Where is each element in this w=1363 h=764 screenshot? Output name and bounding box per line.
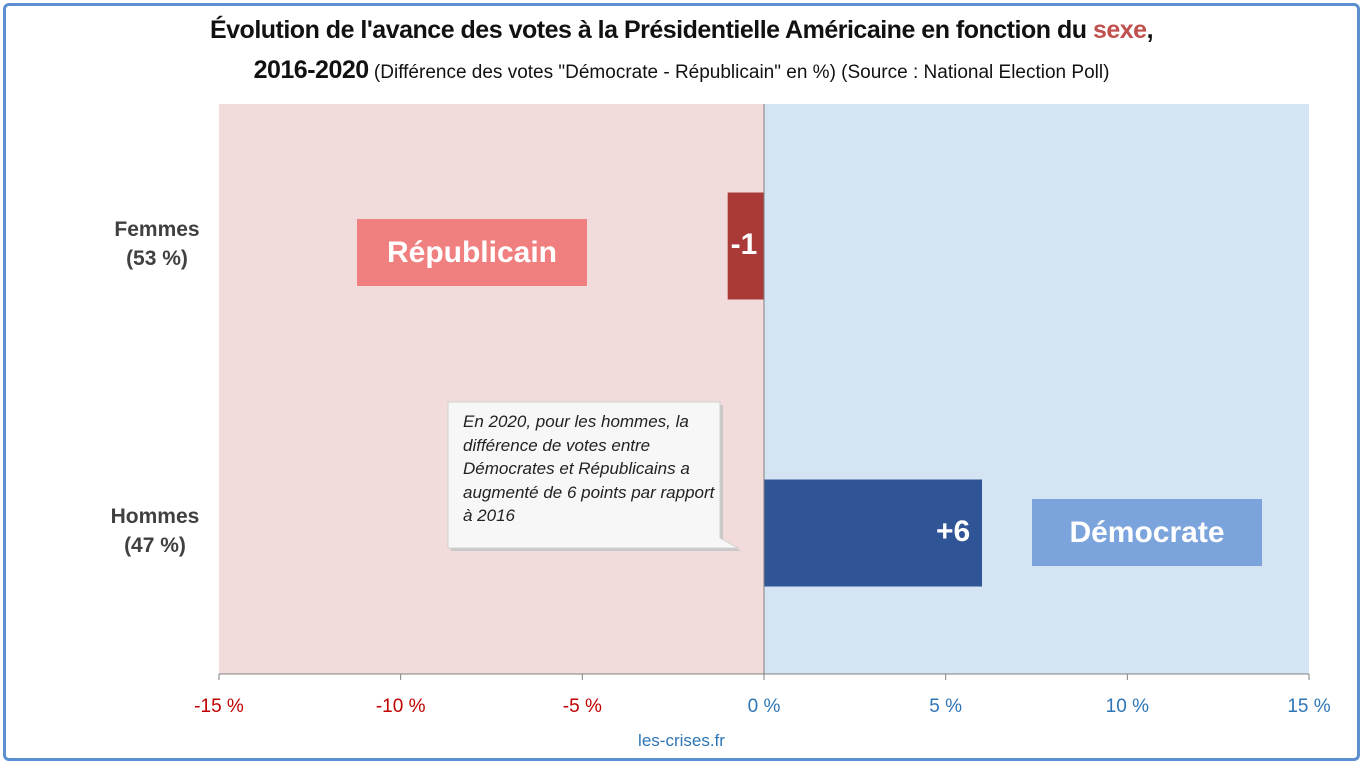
x-tick-label: -15 %: [194, 696, 244, 717]
x-tick-label: 10 %: [1105, 696, 1149, 717]
callout-box: [447, 401, 740, 549]
chart-subtitle: 2016-2020 (Différence des votes "Démocra…: [0, 56, 1363, 85]
republicain-label: Républicain: [357, 219, 587, 286]
x-tick-label: 0 %: [747, 696, 781, 717]
y-label-hommes: Hommes (47 %): [110, 505, 200, 557]
title-highlight: sexe: [1092, 16, 1147, 44]
democrat-zone: [764, 104, 1309, 674]
x-tick-label: 15 %: [1287, 696, 1331, 717]
bar-hommes: [764, 479, 982, 587]
x-tick-label: -10 %: [375, 696, 426, 717]
subtitle-text: (Différence des votes "Démocrate - Répub…: [368, 62, 1110, 83]
callout-text: En 2020, pour les hommes, la différence …: [463, 412, 715, 525]
value-label-hommes: +6: [936, 515, 971, 548]
republican-zone: [219, 104, 764, 674]
title-years: 2016-2020: [253, 56, 370, 84]
source-footer: les-crises.fr: [638, 731, 725, 750]
value-label-femmes: -1: [730, 228, 758, 261]
y-label-femmes: Femmes (53 %): [114, 218, 200, 270]
x-tick-label: 5 %: [929, 696, 963, 717]
chart-title: Évolution de l'avance des votes à la Pré…: [209, 16, 1154, 44]
x-tick-label: -5 %: [562, 696, 602, 717]
bar-femmes: [727, 192, 764, 300]
democrate-label: Démocrate: [1032, 499, 1262, 566]
